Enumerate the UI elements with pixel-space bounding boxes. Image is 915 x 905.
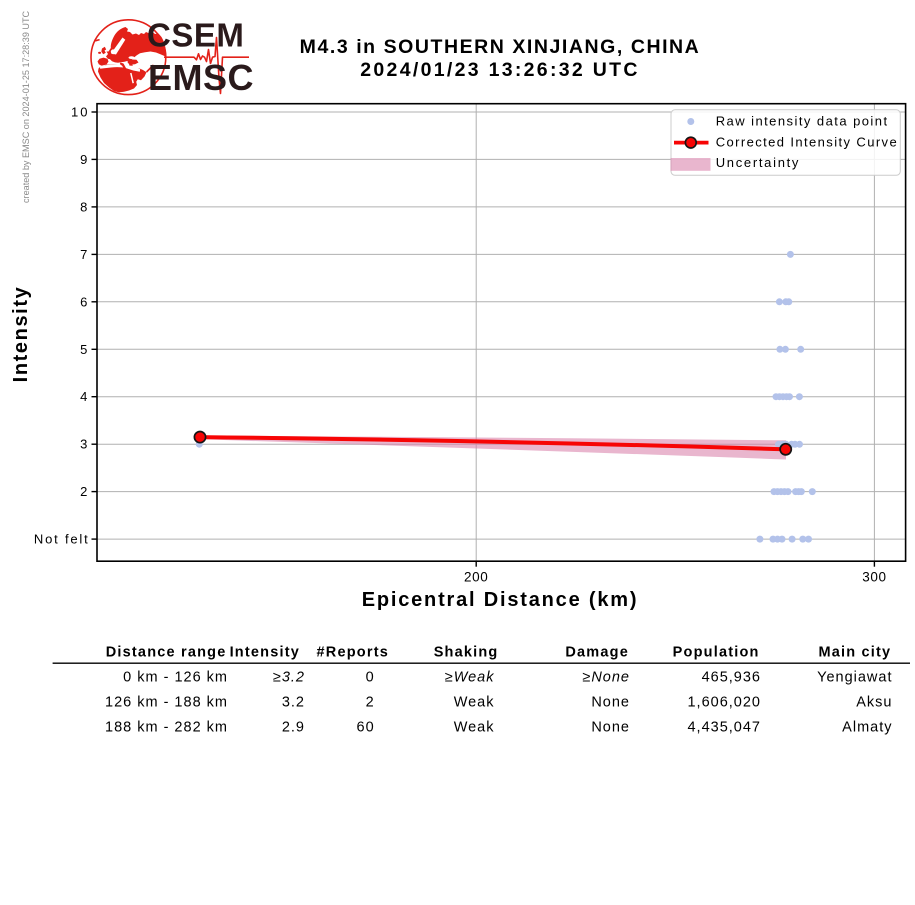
svg-text:EMSC: EMSC (148, 57, 254, 98)
svg-text:60: 60 (357, 720, 375, 736)
svg-text:M4.3 in SOUTHERN XINJIANG, CHI: M4.3 in SOUTHERN XINJIANG, CHINA (300, 36, 701, 58)
svg-text:Aksu: Aksu (856, 695, 892, 711)
svg-text:10: 10 (71, 105, 89, 120)
svg-text:None: None (591, 695, 630, 711)
svg-text:8: 8 (80, 199, 88, 214)
svg-text:188 km - 282 km: 188 km - 282 km (105, 720, 228, 736)
svg-text:Almaty: Almaty (842, 720, 892, 736)
svg-text:1,606,020: 1,606,020 (687, 695, 761, 711)
svg-text:6: 6 (80, 294, 88, 309)
svg-text:≥None: ≥None (582, 669, 630, 685)
svg-text:Distance range: Distance range (106, 645, 227, 661)
svg-text:≥3.2: ≥3.2 (273, 669, 305, 685)
svg-text:200: 200 (464, 570, 488, 585)
svg-text:2024/01/23 13:26:32 UTC: 2024/01/23 13:26:32 UTC (360, 59, 639, 81)
svg-text:Raw intensity data point: Raw intensity data point (716, 114, 889, 129)
svg-text:Main city: Main city (818, 645, 891, 661)
svg-text:3: 3 (80, 437, 88, 452)
svg-text:3.2: 3.2 (282, 695, 305, 711)
svg-text:126 km - 188 km: 126 km - 188 km (105, 695, 228, 711)
svg-text:CSEM: CSEM (147, 17, 244, 54)
svg-text:Weak: Weak (454, 695, 495, 711)
svg-text:Shaking: Shaking (434, 645, 499, 661)
svg-text:Not felt: Not felt (34, 532, 90, 547)
svg-text:Intensity: Intensity (230, 645, 300, 661)
svg-text:Epicentral Distance (km): Epicentral Distance (km) (362, 589, 639, 611)
svg-text:2: 2 (80, 484, 88, 499)
svg-text:0 km - 126 km: 0 km - 126 km (123, 669, 228, 685)
svg-text:Uncertainty: Uncertainty (716, 155, 800, 170)
svg-text:4,435,047: 4,435,047 (687, 720, 761, 736)
svg-text:4: 4 (80, 389, 88, 404)
svg-text:0: 0 (366, 669, 375, 685)
svg-text:Weak: Weak (454, 720, 495, 736)
svg-text:Damage: Damage (565, 645, 629, 661)
svg-text:created by EMSC on 2024-01-25: created by EMSC on 2024-01-25 17:28:39 U… (21, 10, 31, 203)
svg-text:2.9: 2.9 (282, 720, 305, 736)
svg-text:Corrected Intensity Curve: Corrected Intensity Curve (716, 135, 898, 150)
svg-text:5: 5 (80, 342, 88, 357)
svg-text:300: 300 (862, 570, 886, 585)
svg-text:9: 9 (80, 152, 88, 167)
svg-text:≥Weak: ≥Weak (445, 669, 495, 685)
svg-text:Population: Population (673, 645, 760, 661)
svg-text:2: 2 (366, 695, 375, 711)
svg-text:#Reports: #Reports (317, 645, 389, 661)
svg-text:465,936: 465,936 (702, 669, 761, 685)
svg-text:7: 7 (80, 247, 88, 262)
svg-text:None: None (591, 720, 630, 736)
svg-text:Intensity: Intensity (10, 286, 32, 383)
svg-text:Yengiawat: Yengiawat (817, 669, 892, 685)
